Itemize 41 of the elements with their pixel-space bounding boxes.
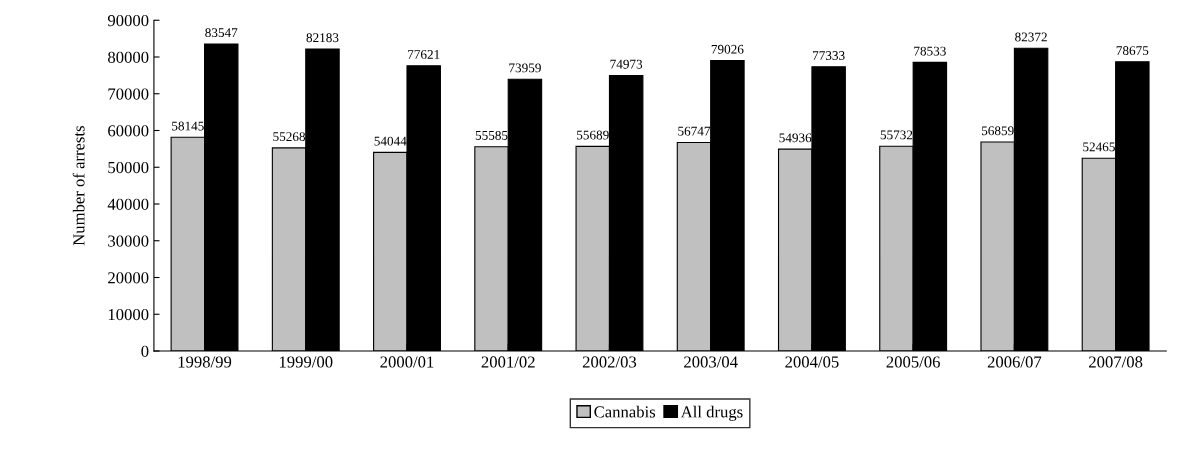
y-tick-label: 50000 [108, 161, 149, 174]
data-label: 56747 [678, 126, 711, 136]
y-axis-title: Number of arrests [72, 126, 85, 246]
data-label: 55585 [475, 130, 508, 140]
y-tick-label: 90000 [107, 14, 149, 27]
legend-label: Cannabis [594, 405, 656, 418]
data-label: 82372 [1015, 32, 1047, 42]
data-label: 83547 [205, 28, 238, 38]
y-tick-label: 30000 [108, 235, 149, 247]
y-tick-label: 10000 [108, 308, 149, 321]
data-label: 82183 [306, 33, 339, 43]
x-tick-label: 2002/03 [582, 356, 637, 368]
x-tick-label: 2007/08 [1089, 356, 1143, 368]
x-tick-label: 1999/00 [279, 356, 333, 368]
data-label: 55689 [577, 130, 609, 140]
data-label: 55268 [273, 132, 306, 142]
x-tick-label: 2004/05 [785, 356, 839, 368]
data-label: 77621 [408, 50, 440, 59]
data-label: 74973 [610, 59, 643, 69]
x-tick-label: 2003/04 [684, 356, 738, 368]
legend-label: All drugs [680, 405, 743, 421]
y-tick-label: 70000 [108, 88, 149, 100]
data-label: 52465 [1083, 142, 1115, 152]
data-label: 77333 [813, 51, 845, 60]
y-tick-label: 0 [141, 345, 149, 357]
x-tick-label: 2005/06 [886, 356, 940, 368]
x-tick-label: 1998/99 [178, 356, 232, 368]
x-tick-label: 2001/02 [481, 356, 535, 368]
y-tick-label: 60000 [108, 125, 149, 137]
x-tick-label: 2006/07 [987, 356, 1042, 368]
y-tick-label: 40000 [107, 198, 149, 210]
data-label: 55732 [880, 130, 913, 140]
data-label: 73959 [509, 63, 541, 73]
data-label: 78533 [914, 46, 946, 56]
data-label: 56859 [981, 126, 1014, 136]
data-label: 79026 [711, 44, 744, 54]
y-tick-label: 80000 [108, 51, 149, 63]
data-label: 78675 [1116, 46, 1149, 56]
y-tick-label: 20000 [108, 272, 149, 284]
data-label: 58145 [172, 121, 204, 131]
x-tick-label: 2000/01 [380, 356, 434, 368]
